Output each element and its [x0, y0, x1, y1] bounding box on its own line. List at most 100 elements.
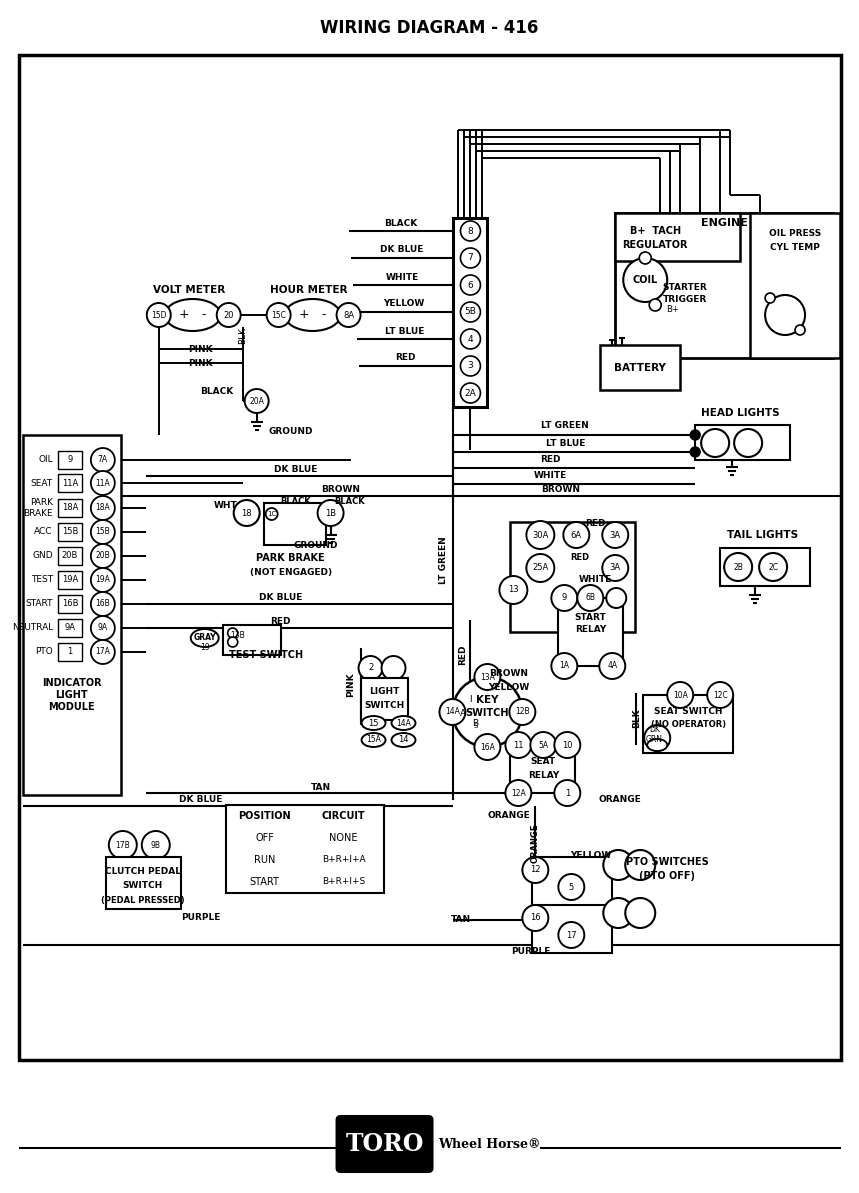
- Text: BLACK: BLACK: [280, 497, 311, 507]
- Circle shape: [509, 699, 535, 725]
- Text: PTO SWITCHES: PTO SWITCHES: [626, 857, 709, 867]
- Text: ORANGE: ORANGE: [599, 796, 642, 804]
- Text: SEAT: SEAT: [31, 478, 53, 488]
- Text: 18: 18: [241, 508, 252, 518]
- Text: 12C: 12C: [713, 691, 728, 699]
- Text: 14: 14: [399, 736, 409, 744]
- Text: (NOT ENGAGED): (NOT ENGAGED): [250, 568, 332, 576]
- Text: RED: RED: [458, 644, 467, 666]
- Text: ENGINE: ENGINE: [701, 218, 747, 228]
- Text: 2A: 2A: [465, 389, 476, 397]
- Circle shape: [734, 429, 762, 457]
- Text: 16B: 16B: [62, 600, 78, 608]
- Circle shape: [554, 733, 581, 758]
- Text: 30A: 30A: [533, 531, 549, 539]
- Text: BATTERY: BATTERY: [614, 363, 667, 373]
- Text: 11A: 11A: [95, 478, 110, 488]
- Bar: [264, 503, 326, 545]
- Text: INDICATOR
LIGHT
MODULE: INDICATOR LIGHT MODULE: [42, 679, 101, 711]
- Bar: [695, 425, 790, 460]
- Text: B+R+I+A: B+R+I+A: [322, 855, 365, 865]
- Bar: [454, 218, 487, 407]
- Text: LT GREEN: LT GREEN: [541, 421, 589, 431]
- Bar: [23, 435, 121, 795]
- Circle shape: [228, 637, 238, 647]
- Circle shape: [602, 555, 628, 581]
- Circle shape: [460, 356, 480, 376]
- Text: 12A: 12A: [511, 789, 526, 797]
- Text: -: -: [202, 309, 206, 321]
- Circle shape: [625, 849, 655, 880]
- Text: YELLOW: YELLOW: [570, 851, 611, 859]
- Ellipse shape: [284, 299, 340, 330]
- Bar: [533, 857, 612, 917]
- Text: STARTER: STARTER: [663, 283, 708, 291]
- Text: REGULATOR: REGULATOR: [623, 240, 688, 251]
- Text: BLACK: BLACK: [200, 388, 234, 396]
- Text: 8: 8: [467, 227, 473, 235]
- Text: RUN: RUN: [254, 855, 276, 865]
- Text: WHT: WHT: [214, 501, 238, 509]
- Text: (PTO OFF): (PTO OFF): [639, 871, 695, 880]
- Text: DK BLUE: DK BLUE: [179, 796, 222, 804]
- Text: BROWN: BROWN: [489, 668, 528, 678]
- Text: KEY: KEY: [476, 696, 499, 705]
- Text: 19A: 19A: [62, 575, 78, 585]
- Circle shape: [505, 733, 532, 758]
- Circle shape: [216, 303, 241, 327]
- Text: TAN: TAN: [311, 783, 331, 791]
- Circle shape: [603, 849, 633, 880]
- Text: TEST: TEST: [31, 575, 53, 585]
- Text: 18A: 18A: [95, 503, 110, 513]
- Text: (NO OPERATOR): (NO OPERATOR): [650, 721, 726, 729]
- Text: 14A: 14A: [445, 707, 460, 717]
- Text: 19: 19: [200, 643, 210, 653]
- Text: 1B: 1B: [325, 508, 336, 518]
- Text: Wheel Horse®: Wheel Horse®: [438, 1137, 541, 1150]
- Text: 2C: 2C: [768, 563, 778, 571]
- Circle shape: [765, 295, 805, 335]
- Circle shape: [91, 520, 115, 544]
- Text: 9A: 9A: [64, 624, 76, 632]
- Text: 11: 11: [513, 741, 524, 749]
- Text: DK: DK: [649, 725, 660, 735]
- Text: HOUR METER: HOUR METER: [270, 285, 347, 295]
- Circle shape: [551, 585, 577, 611]
- Text: 10A: 10A: [673, 691, 688, 699]
- Bar: [750, 214, 840, 358]
- Text: START: START: [250, 877, 279, 888]
- Text: GRAY: GRAY: [193, 633, 216, 643]
- Bar: [58, 595, 82, 613]
- Text: 17A: 17A: [95, 648, 110, 656]
- Circle shape: [701, 429, 729, 457]
- Circle shape: [460, 383, 480, 403]
- Text: 6B: 6B: [585, 593, 595, 602]
- Text: HEAD LIGHTS: HEAD LIGHTS: [701, 408, 779, 418]
- Circle shape: [460, 329, 480, 350]
- Circle shape: [707, 682, 733, 707]
- Text: GROUND: GROUND: [294, 542, 338, 550]
- Text: RED: RED: [585, 519, 606, 528]
- Circle shape: [381, 656, 405, 680]
- Ellipse shape: [362, 733, 386, 747]
- Text: 1C: 1C: [267, 511, 277, 517]
- Bar: [58, 474, 82, 492]
- Text: DK BLUE: DK BLUE: [259, 593, 302, 602]
- Text: DK BLUE: DK BLUE: [274, 465, 317, 475]
- Text: TAN: TAN: [450, 915, 471, 925]
- Bar: [58, 643, 82, 661]
- Circle shape: [318, 500, 344, 526]
- Circle shape: [690, 447, 700, 457]
- Text: GROUND: GROUND: [268, 427, 313, 437]
- Text: 15A: 15A: [366, 736, 381, 744]
- Bar: [58, 499, 82, 517]
- Text: 20B: 20B: [95, 551, 110, 561]
- Circle shape: [600, 653, 625, 679]
- Text: 17B: 17B: [115, 841, 131, 849]
- Text: 15D: 15D: [151, 310, 167, 320]
- Circle shape: [234, 500, 259, 526]
- Text: 5B: 5B: [465, 308, 477, 316]
- Text: PINK: PINK: [346, 673, 355, 698]
- Text: 9: 9: [67, 456, 72, 464]
- Circle shape: [606, 588, 626, 608]
